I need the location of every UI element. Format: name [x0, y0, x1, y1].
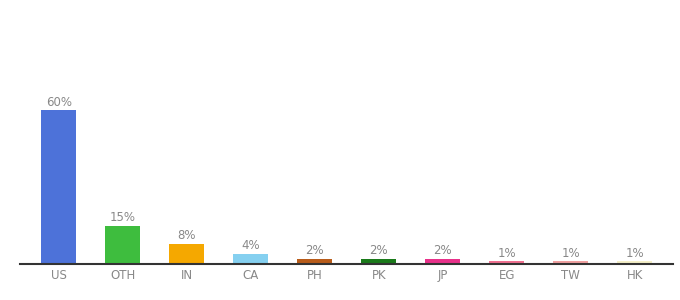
Text: 1%: 1%: [498, 247, 516, 260]
Bar: [41, 110, 76, 264]
Text: 60%: 60%: [46, 96, 72, 109]
Text: 2%: 2%: [305, 244, 324, 257]
Text: 1%: 1%: [562, 247, 580, 260]
Text: 4%: 4%: [241, 239, 260, 252]
Bar: [617, 261, 652, 264]
Text: 2%: 2%: [433, 244, 452, 257]
Bar: [233, 254, 269, 264]
Bar: [425, 259, 460, 264]
Bar: [297, 259, 333, 264]
Bar: [489, 261, 524, 264]
Bar: [169, 244, 205, 264]
Text: 2%: 2%: [369, 244, 388, 257]
Text: 8%: 8%: [177, 229, 196, 242]
Bar: [554, 261, 588, 264]
Text: 1%: 1%: [626, 247, 644, 260]
Bar: [105, 226, 140, 264]
Text: 15%: 15%: [109, 211, 136, 224]
Bar: [361, 259, 396, 264]
